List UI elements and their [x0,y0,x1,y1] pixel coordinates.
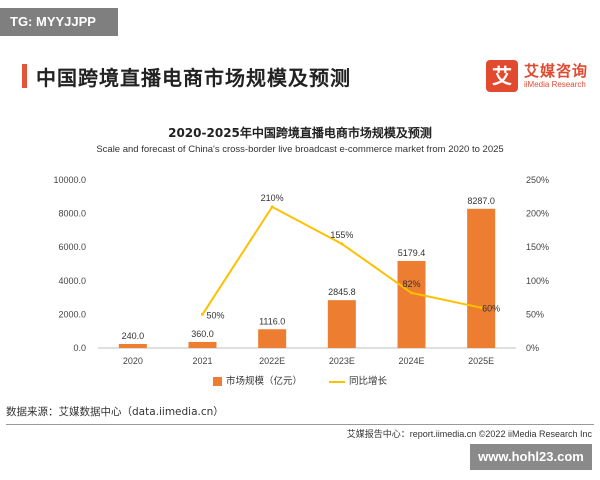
y-right-tick-label: 250% [526,175,549,185]
bottom-watermark-badge: www.hohl23.com [470,444,592,470]
x-tick-label: 2021 [192,356,212,366]
y-left-tick-label: 8000.0 [58,209,86,219]
y-left-tick-label: 2000.0 [58,309,86,319]
legend-line-label: 同比增长 [349,376,388,387]
footer-divider [6,424,594,425]
bar [467,208,496,348]
logo-name-en: iiMedia Research [524,80,586,89]
legend-item-line: 同比增长 [329,373,387,387]
bar-data-label: 8287.0 [467,196,495,206]
y-right-tick-label: 150% [526,242,549,252]
y-left-tick-label: 6000.0 [58,242,86,252]
growth-data-label: 82% [402,279,420,289]
top-watermark-badge: TG: MYYJJPP [0,8,118,36]
x-tick-label: 2025E [468,356,494,366]
y-left-tick-label: 4000.0 [58,276,86,286]
legend-bar-label: 市场规模（亿元） [225,376,302,387]
bar [327,300,356,348]
bar-data-label: 5179.4 [398,248,426,258]
legend-line-swatch [329,380,346,383]
growth-point [340,242,344,246]
y-left-tick-label: 0.0 [73,343,86,353]
iimedia-logo: 艾 艾媒咨询 iiMedia Research [486,58,596,96]
y-left-tick-label: 10000.0 [53,175,86,185]
page-title: 中国跨境直播电商市场规模及预测 [36,66,351,90]
bar [397,260,426,348]
y-right-tick-label: 200% [526,209,549,219]
growth-point [201,312,204,316]
growth-point [270,205,274,209]
title-accent-bar [22,64,27,88]
chart-title: 2020-2025年中国跨境直播电商市场规模及预测 [168,126,432,140]
growth-data-label: 210% [261,193,284,203]
growth-point [410,291,413,295]
logo-name-cn: 艾媒咨询 [524,62,589,80]
growth-line [201,205,482,315]
y-right-tick-label: 50% [526,309,544,319]
x-tick-label: 2024E [398,356,424,366]
x-tick-label: 2023E [329,356,355,366]
bar-data-label: 360.0 [191,329,214,339]
bar [118,343,147,348]
chart-legend: 市场规模（亿元） 同比增长 [0,373,600,387]
footer-text: 艾媒报告中心：report.iimedia.cn ©2022 iiMedia R… [346,429,592,439]
chart-subtitle: Scale and forecast of China's cross-bord… [96,144,504,155]
bar [188,341,217,348]
x-tick-label: 2020 [123,356,143,366]
y-right-tick-label: 0% [526,343,539,353]
bar-data-label: 2845.8 [328,287,356,297]
growth-data-label: 60% [482,304,500,314]
x-tick-label: 2022E [259,356,285,366]
bar-data-label: 1116.0 [259,316,285,326]
legend-item-bar: 市场规模（亿元） [212,373,302,387]
logo-icon: 艾 [486,60,518,92]
growth-data-label: 50% [207,310,225,320]
data-source: 数据来源：艾媒数据中心（data.iimedia.cn） [6,406,224,418]
growth-point [479,306,483,310]
growth-data-label: 155% [330,230,353,240]
legend-bar-swatch [212,377,222,386]
bar-data-label: 240.0 [122,331,145,341]
y-right-tick-label: 100% [526,276,549,286]
bar [258,329,287,348]
